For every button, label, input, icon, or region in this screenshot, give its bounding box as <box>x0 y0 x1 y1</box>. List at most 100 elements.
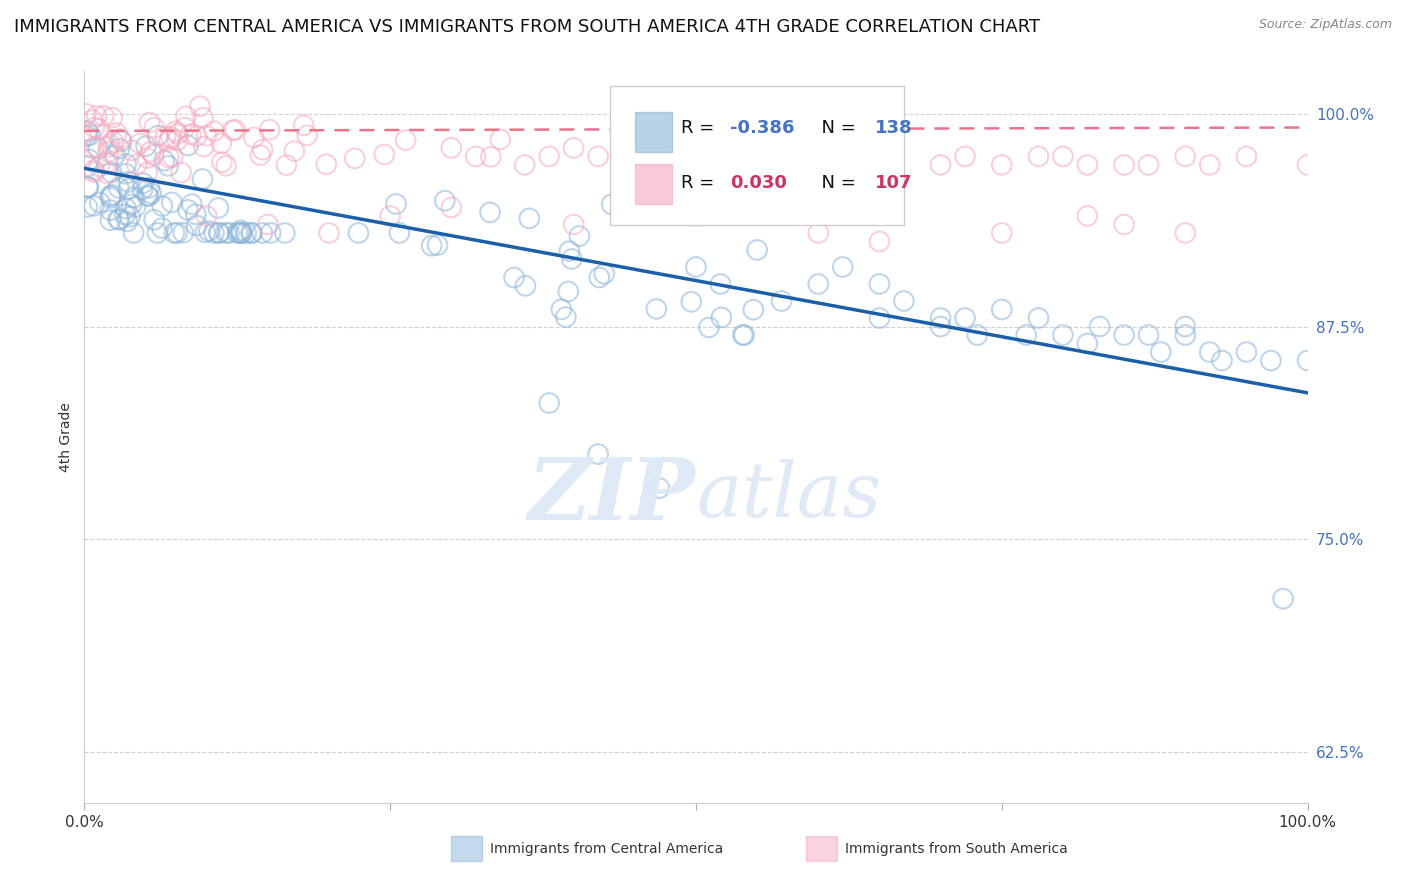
Point <box>166 133 188 147</box>
Point <box>440 141 463 155</box>
Point <box>252 226 274 240</box>
Point <box>157 151 180 165</box>
Point <box>661 158 683 172</box>
Point <box>172 226 194 240</box>
Point <box>202 124 225 138</box>
Point <box>733 328 755 343</box>
Point <box>218 226 240 240</box>
Point <box>991 226 1014 240</box>
Point <box>138 189 160 203</box>
Point <box>1114 328 1136 343</box>
Point <box>115 157 138 171</box>
Point <box>224 122 246 136</box>
Point <box>426 238 449 252</box>
Point <box>1236 345 1258 359</box>
Point <box>648 481 671 495</box>
Point <box>83 163 105 178</box>
Point <box>283 144 305 158</box>
Point <box>191 172 214 186</box>
Point <box>184 207 207 221</box>
Point <box>122 190 145 204</box>
Point <box>395 133 418 147</box>
Text: 107: 107 <box>875 174 912 192</box>
Point <box>107 181 129 195</box>
Point <box>228 226 250 240</box>
Point <box>953 311 976 326</box>
Point <box>929 319 952 334</box>
Point <box>645 301 668 316</box>
Point <box>991 158 1014 172</box>
Point <box>610 194 633 209</box>
Point <box>108 212 131 227</box>
Point <box>1150 345 1173 359</box>
Point <box>163 226 186 240</box>
Point <box>143 120 166 135</box>
Point <box>121 197 143 211</box>
Point <box>136 166 159 180</box>
Point <box>240 226 263 240</box>
Point <box>240 226 263 240</box>
Point <box>385 197 408 211</box>
Point <box>747 243 769 257</box>
Point <box>117 214 139 228</box>
Point <box>1260 353 1282 368</box>
Point <box>1015 328 1038 343</box>
Point <box>226 226 249 240</box>
Point <box>108 142 131 156</box>
Point <box>991 302 1014 317</box>
Point <box>177 202 200 217</box>
Point <box>731 328 754 343</box>
Point <box>107 212 129 227</box>
Point <box>557 285 579 299</box>
Text: Immigrants from Central America: Immigrants from Central America <box>491 842 724 856</box>
Point <box>84 139 107 153</box>
Point <box>464 149 486 163</box>
Point <box>215 226 238 240</box>
Point <box>807 277 830 291</box>
Point <box>157 134 180 148</box>
Point <box>100 191 122 205</box>
Point <box>479 205 502 219</box>
Point <box>347 226 370 240</box>
Point <box>86 109 108 123</box>
Point <box>110 134 132 148</box>
Point <box>146 128 169 143</box>
Point <box>869 149 891 163</box>
Point <box>681 294 703 309</box>
Point <box>131 182 153 196</box>
Point <box>252 143 274 157</box>
Point <box>83 120 105 135</box>
Point <box>1236 149 1258 163</box>
Point <box>143 212 166 227</box>
Point <box>120 210 142 224</box>
Text: N =: N = <box>810 120 862 137</box>
Point <box>1174 319 1197 334</box>
Point <box>114 167 136 181</box>
Point <box>135 139 157 153</box>
Point <box>150 221 173 235</box>
Point <box>562 218 585 232</box>
Point <box>1137 328 1160 343</box>
Text: atlas: atlas <box>696 458 882 533</box>
Point <box>100 189 122 203</box>
Point <box>165 124 187 138</box>
Point <box>709 277 731 291</box>
Point <box>193 111 215 125</box>
Point <box>538 149 561 163</box>
Point <box>132 176 155 190</box>
Point <box>1174 226 1197 240</box>
Point <box>98 213 121 227</box>
Point <box>211 155 233 169</box>
Point <box>1076 336 1098 351</box>
Point <box>1211 353 1233 368</box>
Point <box>195 209 218 223</box>
Point <box>208 226 231 240</box>
Text: N =: N = <box>810 174 862 192</box>
Point <box>117 182 139 196</box>
Point <box>136 188 159 202</box>
Point <box>208 226 231 240</box>
Point <box>195 128 218 143</box>
Point <box>489 132 512 146</box>
Point <box>588 270 610 285</box>
FancyBboxPatch shape <box>806 836 837 862</box>
